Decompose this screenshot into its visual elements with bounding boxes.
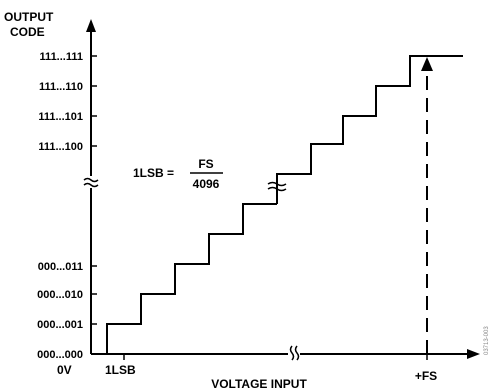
y-code-label: 000...001 [37, 319, 83, 331]
formula-lhs: 1LSB = [133, 166, 174, 180]
staircase-upper [276, 55, 463, 204]
full-scale-arrowhead [421, 57, 433, 71]
y-code-label: 000...010 [37, 289, 83, 301]
x-label-zero: 0V [57, 363, 72, 377]
y-code-label: 000...011 [38, 261, 83, 273]
y-axis-break [83, 176, 99, 188]
y-code-label: 111...110 [39, 81, 83, 93]
y-code-label: 000...000 [37, 349, 83, 361]
y-ticks [91, 55, 97, 325]
x-axis-break [288, 345, 300, 362]
y-axis-arrow [86, 19, 96, 32]
staircase-lower [106, 203, 277, 354]
x-label-full-scale: +FS [415, 369, 437, 383]
y-code-label: 111...111 [40, 51, 83, 63]
x-axis-label: VOLTAGE INPUT [211, 377, 307, 389]
x-axis-arrow [467, 349, 480, 359]
figure-code: 03713-003 [484, 326, 490, 355]
x-label-lsb: 1LSB [105, 363, 136, 377]
formula-denominator: 4096 [193, 177, 220, 191]
formula-numerator: FS [198, 157, 213, 171]
y-axis-label-line1: OUTPUT [4, 10, 54, 24]
y-code-label: 111...100 [38, 141, 83, 153]
y-axis-label-line2: CODE [10, 25, 45, 39]
y-code-label: 111...101 [38, 111, 83, 123]
